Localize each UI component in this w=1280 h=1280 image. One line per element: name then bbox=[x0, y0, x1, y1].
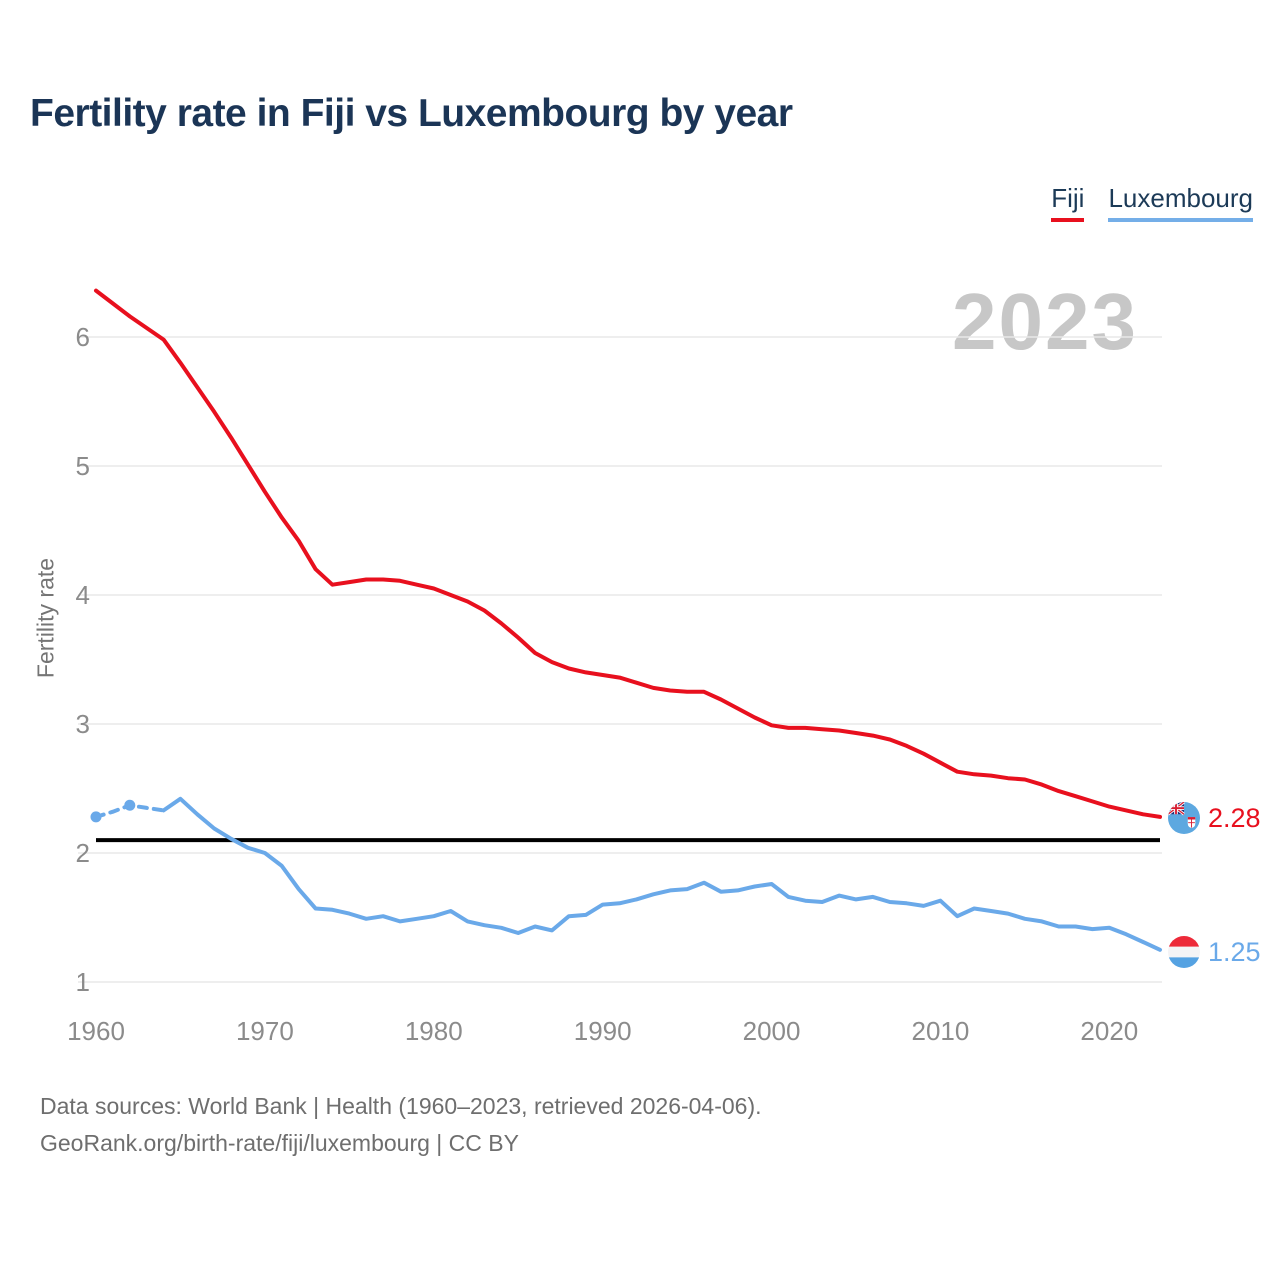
fiji-end-value: 2.28 bbox=[1208, 802, 1261, 833]
y-tick-label: 1 bbox=[76, 967, 90, 997]
fiji-series-line bbox=[94, 288, 1162, 819]
luxembourg-flag-icon bbox=[1168, 936, 1200, 968]
x-tick-label: 2020 bbox=[1080, 1016, 1138, 1046]
source-line-1: Data sources: World Bank | Health (1960–… bbox=[40, 1093, 762, 1119]
y-tick-label: 3 bbox=[76, 709, 90, 739]
legend-item-fiji[interactable]: Fiji bbox=[1051, 183, 1085, 222]
year-watermark: 2023 bbox=[952, 277, 1138, 366]
x-tick-label: 2010 bbox=[912, 1016, 970, 1046]
x-tick-label: 1990 bbox=[574, 1016, 632, 1046]
luxembourg-end-value: 1.25 bbox=[1208, 936, 1261, 967]
fertility-line-chart: 1 2 3 4 5 6 1960 1970 1980 1990 2000 2010 2020 bbox=[67, 288, 1162, 1046]
y-tick-label: 6 bbox=[76, 322, 90, 352]
page-title: Fertility rate in Fiji vs Luxembourg by … bbox=[30, 92, 793, 135]
source-attribution: Data sources: World Bank | Health (1960–… bbox=[40, 1088, 762, 1162]
x-tick-label: 1980 bbox=[405, 1016, 463, 1046]
fiji-flag-icon bbox=[1168, 802, 1200, 834]
fiji-end-label: 2.28 bbox=[1168, 802, 1261, 834]
legend-label-luxembourg: Luxembourg bbox=[1108, 183, 1253, 213]
x-tick-label: 2000 bbox=[743, 1016, 801, 1046]
x-tick-label: 1960 bbox=[67, 1016, 125, 1046]
y-tick-label: 5 bbox=[76, 451, 90, 481]
luxembourg-end-label: 1.25 bbox=[1168, 936, 1261, 968]
luxembourg-data-marker bbox=[124, 799, 136, 811]
legend-label-fiji: Fiji bbox=[1051, 183, 1085, 213]
luxembourg-data-marker bbox=[90, 811, 102, 823]
luxembourg-series-line bbox=[161, 796, 1162, 952]
source-line-2: GeoRank.org/birth-rate/fiji/luxembourg |… bbox=[40, 1130, 519, 1156]
legend: Fiji Luxembourg bbox=[1051, 184, 1253, 222]
x-tick-label: 1970 bbox=[236, 1016, 294, 1046]
y-tick-label: 4 bbox=[76, 580, 90, 610]
y-tick-label: 2 bbox=[76, 838, 90, 868]
legend-item-luxembourg[interactable]: Luxembourg bbox=[1108, 184, 1253, 222]
